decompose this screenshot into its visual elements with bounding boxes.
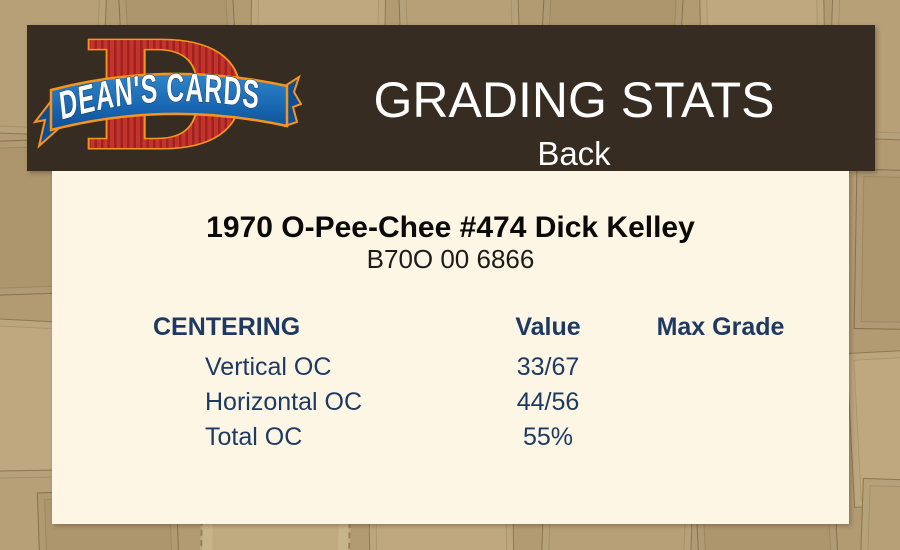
- content-panel: 1970 O-Pee-Chee #474 Dick Kelley B70O 00…: [52, 171, 849, 524]
- table-row-horizontal-oc: Horizontal OC 44/56: [153, 390, 833, 425]
- card-serial-number: B70O 00 6866: [366, 244, 535, 274]
- ribbon-band: [49, 72, 289, 132]
- deans-cards-logo-art: D DEAN'S CARDS: [32, 8, 303, 185]
- table-row-vertical-oc: Vertical OC 33/67: [153, 355, 833, 390]
- section-header-centering: CENTERING: [153, 313, 301, 341]
- row-label: Vertical OC: [205, 353, 332, 381]
- column-header-value: Value: [515, 313, 581, 341]
- row-value: 33/67: [516, 353, 580, 381]
- row-value: 55%: [522, 423, 574, 451]
- row-label: Horizontal OC: [205, 388, 362, 416]
- row-value: 44/56: [516, 388, 580, 416]
- grading-stats-table: CENTERING Value Max Grade Vertical OC 33…: [153, 315, 833, 460]
- page-title: GRADING STATS: [373, 72, 775, 128]
- header-bar: D DEAN'S CARDS GRADING STATS Back: [27, 8, 875, 185]
- table-row-total-oc: Total OC 55%: [153, 425, 833, 460]
- column-header-max-grade: Max Grade: [656, 313, 785, 341]
- background-card: [853, 168, 900, 332]
- card-title: 1970 O-Pee-Chee #474 Dick Kelley: [206, 211, 695, 244]
- page-subtitle: Back: [537, 135, 611, 172]
- background-card: [857, 477, 900, 550]
- header-text-block: GRADING STATS Back: [297, 25, 851, 171]
- deans-cards-logo[interactable]: D DEAN'S CARDS: [22, 8, 303, 185]
- stats-header-row: CENTERING Value Max Grade: [153, 315, 833, 355]
- row-label: Total OC: [205, 423, 303, 451]
